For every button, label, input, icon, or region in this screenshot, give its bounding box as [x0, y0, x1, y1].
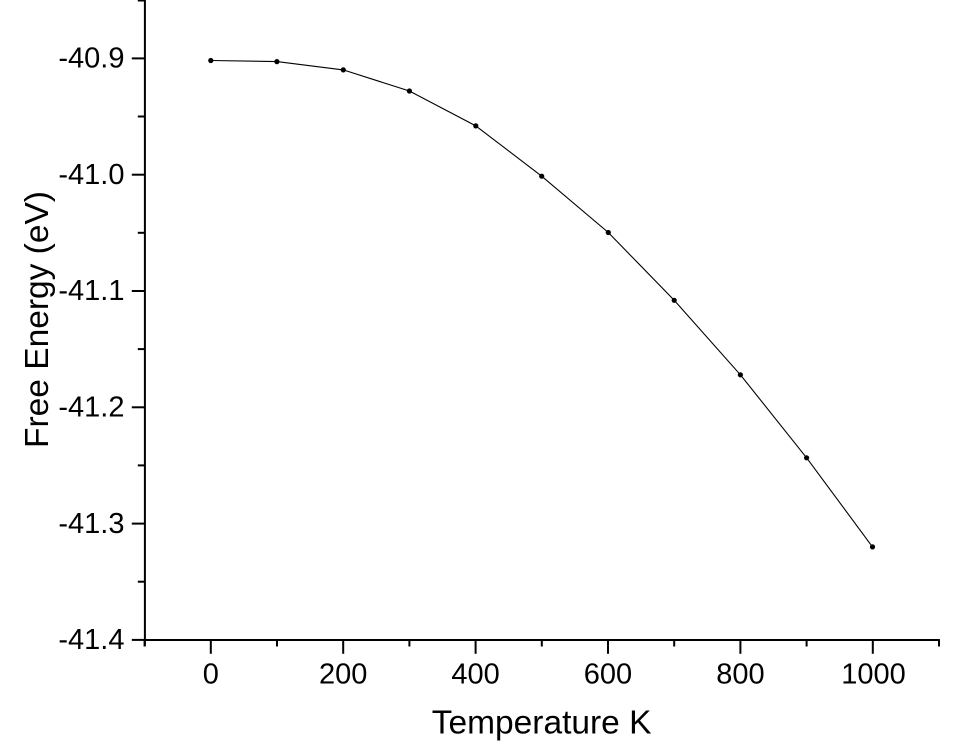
svg-text:-41.0: -41.0: [58, 159, 124, 191]
svg-text:-40.9: -40.9: [58, 43, 124, 75]
svg-text:-41.4: -41.4: [58, 624, 124, 656]
svg-text:-41.3: -41.3: [58, 508, 124, 540]
svg-text:600: 600: [584, 659, 632, 691]
svg-text:400: 400: [451, 659, 499, 691]
svg-text:1000: 1000: [841, 659, 906, 691]
svg-text:-41.2: -41.2: [58, 392, 124, 424]
svg-text:Temperature K: Temperature K: [432, 705, 652, 742]
svg-text:200: 200: [319, 659, 367, 691]
svg-text:800: 800: [716, 659, 764, 691]
svg-text:Free Energy (eV): Free Energy (eV): [19, 191, 56, 448]
svg-text:0: 0: [203, 659, 219, 691]
svg-text:-41.1: -41.1: [58, 275, 124, 307]
